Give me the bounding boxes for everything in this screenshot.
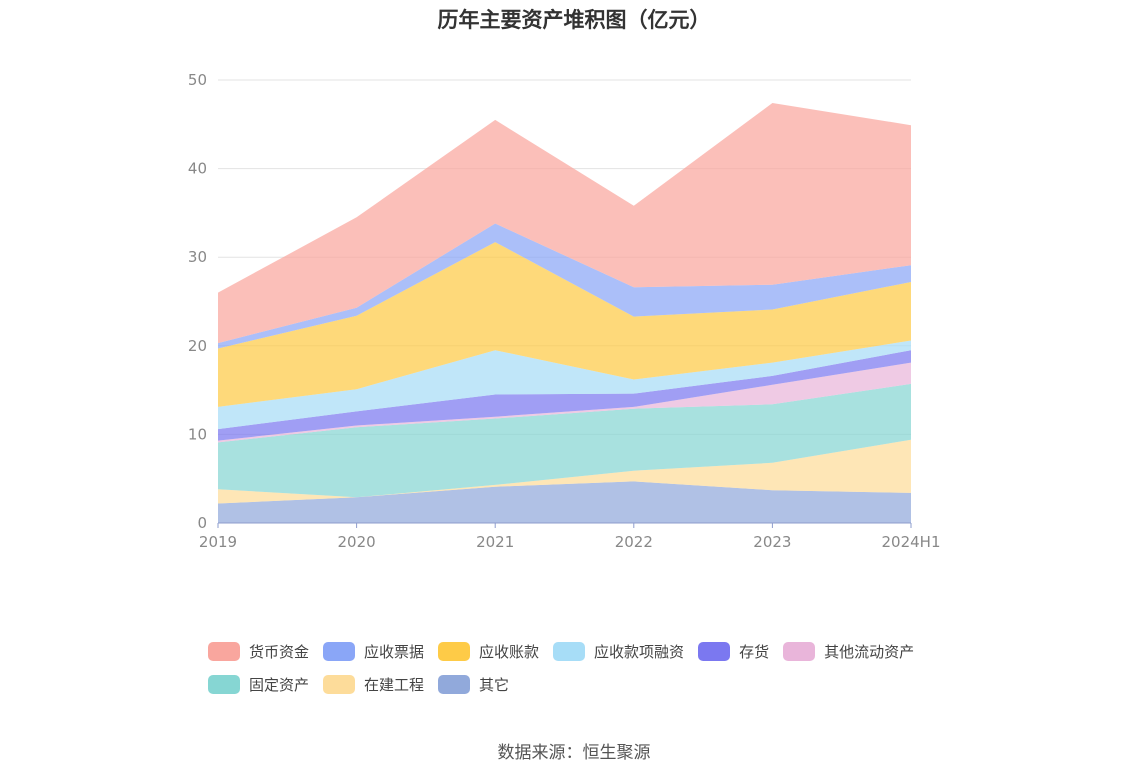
x-tick-label: 2024H1 bbox=[882, 533, 941, 551]
legend-swatch bbox=[698, 641, 731, 661]
area-series-3[interactable] bbox=[218, 362, 911, 443]
y-tick-label: 0 bbox=[197, 514, 207, 532]
area-series-4[interactable] bbox=[218, 350, 911, 441]
x-tick-label: 2023 bbox=[753, 533, 791, 551]
legend-swatch bbox=[438, 674, 471, 694]
legend-item[interactable]: 应收票据 bbox=[323, 641, 424, 662]
legend-label: 在建工程 bbox=[364, 675, 425, 694]
area-series-8[interactable] bbox=[218, 103, 911, 344]
stacked-area-chart: 0 10 20 30 40 50 2019 2020 2021 2022 2023 2024H1 bbox=[188, 71, 941, 551]
y-tick-label: 40 bbox=[188, 160, 207, 178]
y-tick-label: 10 bbox=[188, 425, 207, 443]
y-tick-label: 50 bbox=[188, 71, 207, 89]
legend-item[interactable]: 在建工程 bbox=[323, 674, 424, 695]
area-series-2[interactable] bbox=[218, 383, 911, 498]
legend-row: 货币资金 应收票据 应收账款 应收款项融资 存货 其他流动资产 bbox=[208, 640, 968, 662]
legend-label: 应收账款 bbox=[479, 642, 540, 661]
x-tick-label: 2022 bbox=[615, 533, 653, 551]
legend-item[interactable]: 存货 bbox=[698, 641, 769, 662]
area-series-7[interactable] bbox=[218, 223, 911, 349]
legend-item[interactable]: 货币资金 bbox=[208, 641, 309, 662]
legend-label: 其它 bbox=[479, 675, 510, 694]
source-note: 数据来源：恒生聚源 bbox=[497, 743, 651, 763]
legend-item[interactable]: 固定资产 bbox=[208, 674, 309, 695]
legend-swatch bbox=[783, 641, 816, 661]
legend-item[interactable]: 应收账款 bbox=[438, 641, 539, 662]
legend-label: 货币资金 bbox=[249, 642, 310, 661]
legend-label: 应收款项融资 bbox=[594, 642, 685, 661]
legend-row: 固定资产 在建工程 其它 bbox=[208, 673, 968, 695]
chart-title: 历年主要资产堆积图（亿元） bbox=[437, 8, 711, 32]
legend: 货币资金 应收票据 应收账款 应收款项融资 存货 其他流动资产固定资产 在建工程 其它 bbox=[208, 640, 968, 706]
legend-item[interactable]: 其它 bbox=[438, 674, 509, 695]
legend-item[interactable]: 其他流动资产 bbox=[783, 641, 914, 662]
legend-label: 应收票据 bbox=[364, 642, 425, 661]
legend-swatch bbox=[438, 641, 471, 661]
legend-swatch bbox=[323, 641, 356, 661]
area-series-1[interactable] bbox=[218, 439, 911, 504]
x-tick-label: 2020 bbox=[338, 533, 376, 551]
legend-swatch bbox=[323, 674, 356, 694]
legend-swatch bbox=[208, 641, 240, 661]
area-series-5[interactable] bbox=[218, 340, 911, 430]
legend-label: 其他流动资产 bbox=[824, 642, 915, 661]
area-series-6[interactable] bbox=[218, 242, 911, 407]
area-series-layer bbox=[218, 103, 911, 523]
axes: 0 10 20 30 40 50 2019 2020 2021 2022 2023 2024H1 bbox=[188, 71, 941, 551]
x-tick-label: 2021 bbox=[476, 533, 514, 551]
legend-swatch bbox=[553, 641, 586, 661]
legend-label: 存货 bbox=[739, 642, 770, 661]
area-series-0[interactable] bbox=[218, 481, 911, 523]
x-tick-label: 2019 bbox=[199, 533, 237, 551]
legend-item[interactable]: 应收款项融资 bbox=[553, 641, 684, 662]
y-tick-label: 20 bbox=[188, 337, 207, 355]
legend-label: 固定资产 bbox=[249, 675, 310, 694]
legend-swatch bbox=[208, 674, 240, 694]
y-tick-label: 30 bbox=[188, 248, 207, 266]
